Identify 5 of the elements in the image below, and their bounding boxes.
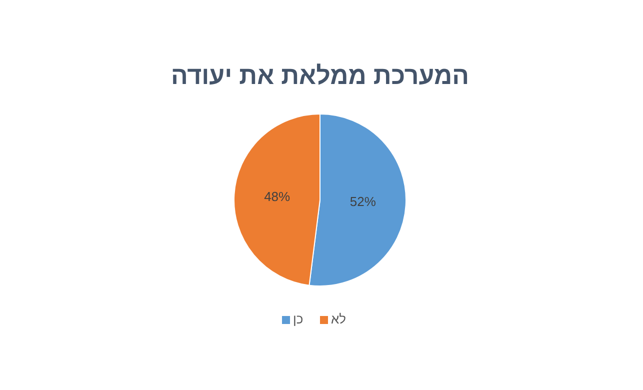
chart-title: המערכת ממלאת את יעודה bbox=[170, 62, 470, 90]
data-label: 48% bbox=[264, 188, 291, 204]
legend-label: כן bbox=[293, 311, 304, 326]
data-label: 52% bbox=[350, 194, 376, 210]
legend-label: לא bbox=[331, 311, 346, 326]
